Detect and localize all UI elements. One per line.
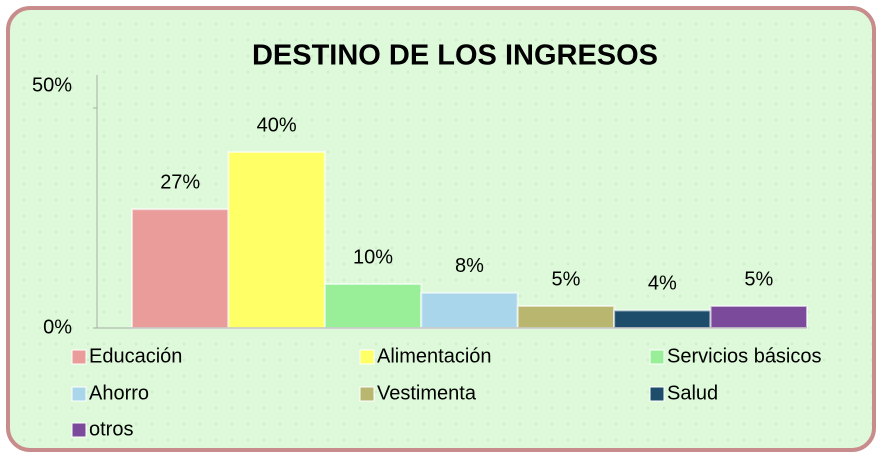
legend-swatch: [71, 422, 87, 438]
bar: [613, 309, 712, 329]
chart-frame: [6, 6, 876, 452]
y-tick-label: 50%: [32, 74, 72, 96]
bar: [516, 305, 616, 329]
y-tick-label: 0%: [43, 316, 72, 338]
legend-label: Educación: [89, 345, 182, 367]
data-label: 40%: [257, 114, 297, 136]
legend-swatch: [649, 386, 665, 402]
legend-swatch: [649, 349, 665, 365]
data-label: 4%: [648, 273, 677, 295]
legend-swatch: [359, 349, 375, 365]
data-label: 8%: [455, 255, 484, 277]
bar: [709, 305, 808, 329]
legend-label: Alimentación: [377, 345, 492, 367]
bar: [323, 283, 423, 329]
legend-swatch: [71, 349, 87, 365]
data-label: 5%: [744, 268, 773, 290]
legend-label: otros: [89, 418, 133, 440]
data-label: 10%: [353, 246, 393, 268]
legend-swatch: [71, 386, 87, 402]
legend-swatch: [359, 386, 375, 402]
legend-label: Vestimenta: [377, 382, 477, 404]
bar: [131, 208, 230, 329]
data-label: 27%: [160, 171, 200, 193]
bar: [420, 291, 519, 329]
legend-label: Ahorro: [89, 382, 149, 404]
data-label: 5%: [551, 268, 580, 290]
legend-label: Servicios básicos: [667, 345, 822, 367]
legend-label: Salud: [667, 382, 718, 404]
bar: [227, 151, 326, 329]
chart-title: DESTINO DE LOS INGRESOS: [252, 40, 658, 72]
